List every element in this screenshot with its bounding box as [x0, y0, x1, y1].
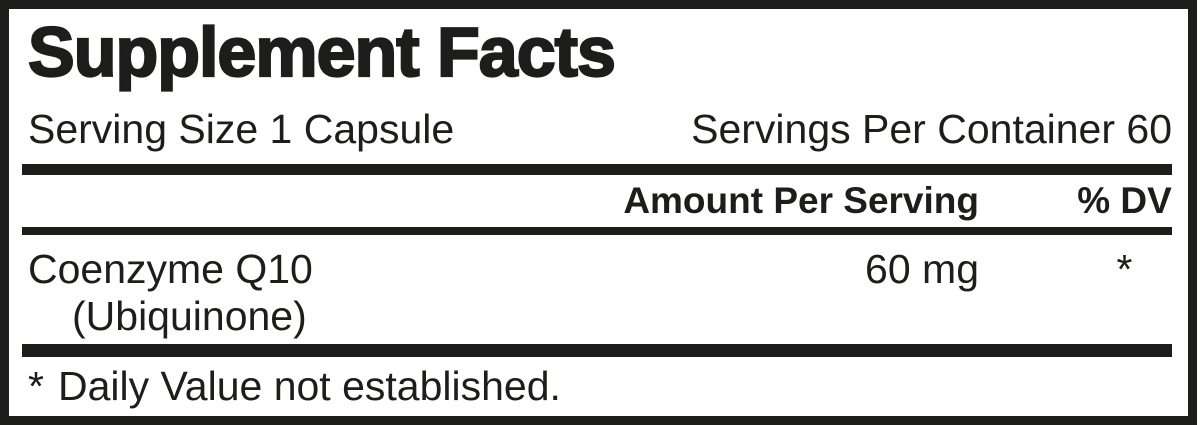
serving-info-row: Serving Size 1 Capsule Servings Per Cont… [9, 109, 1188, 150]
nutrient-percent-dv: * [1116, 246, 1133, 292]
percent-dv-header: % DV [1077, 180, 1172, 221]
nutrient-name-block: Coenzyme Q10 (Ubiquinone) [28, 246, 865, 340]
footnote-asterisk: * [28, 363, 44, 409]
divider-thick-top [22, 164, 1172, 175]
panel-title: Supplement Facts [27, 13, 617, 91]
nutrient-amount: 60 mg [865, 246, 979, 292]
nutrient-name: Coenzyme Q10 [28, 246, 313, 292]
nutrient-subname: (Ubiquinone) [72, 293, 307, 339]
nutrient-row: Coenzyme Q10 (Ubiquinone) 60 mg * [9, 246, 1188, 340]
divider-thick-bottom [22, 344, 1172, 357]
footnote: * Daily Value not established. [9, 366, 1188, 407]
column-header-row: Amount Per Serving % DV [9, 182, 1188, 219]
footnote-text: Daily Value not established. [57, 363, 561, 409]
serving-size-text: Serving Size 1 Capsule [28, 106, 455, 152]
amount-per-serving-header: Amount Per Serving [623, 180, 979, 221]
divider-thin-header [22, 227, 1172, 235]
servings-per-container-text: Servings Per Container 60 [691, 106, 1172, 152]
